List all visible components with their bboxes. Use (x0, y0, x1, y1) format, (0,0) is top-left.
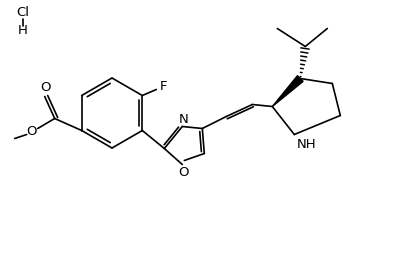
Polygon shape (272, 76, 303, 106)
Text: F: F (159, 80, 167, 93)
Text: O: O (40, 81, 51, 94)
Text: NH: NH (297, 138, 316, 151)
Text: O: O (26, 125, 37, 138)
Text: Cl: Cl (17, 6, 29, 18)
Text: N: N (178, 113, 188, 126)
Text: H: H (18, 24, 28, 37)
Text: O: O (178, 166, 189, 179)
